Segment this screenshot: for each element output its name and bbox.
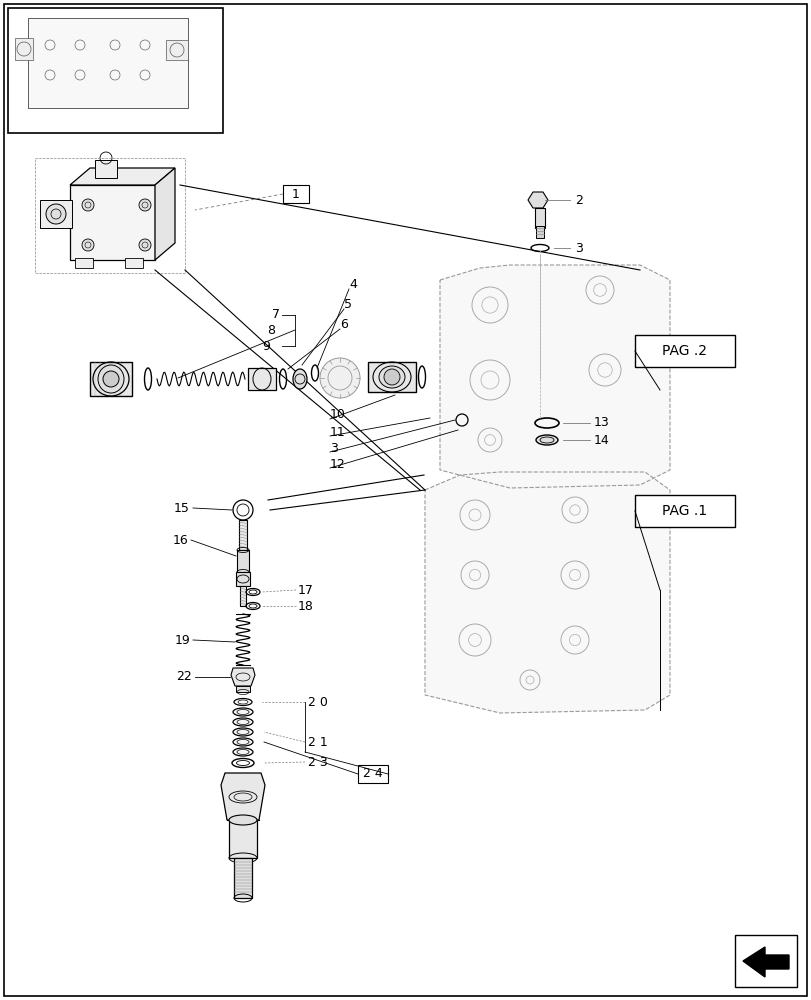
Bar <box>95 160 117 178</box>
Text: 9: 9 <box>262 340 270 353</box>
Circle shape <box>384 369 400 385</box>
Ellipse shape <box>233 748 253 756</box>
Circle shape <box>103 371 119 387</box>
Bar <box>734 935 796 987</box>
Circle shape <box>46 204 66 224</box>
Bar <box>634 495 734 527</box>
Text: 17: 17 <box>298 584 314 596</box>
Ellipse shape <box>535 435 557 445</box>
Circle shape <box>82 239 94 251</box>
Text: 4: 4 <box>349 278 357 292</box>
Bar <box>35 158 185 273</box>
Text: 15: 15 <box>174 502 190 514</box>
Text: 12: 12 <box>329 458 345 471</box>
Text: 7: 7 <box>272 308 280 322</box>
Bar <box>236 686 250 692</box>
Ellipse shape <box>229 815 257 825</box>
Bar <box>247 368 276 390</box>
Text: 2 1: 2 1 <box>307 736 328 748</box>
Bar <box>240 586 246 606</box>
Ellipse shape <box>98 365 124 393</box>
Bar <box>358 765 388 783</box>
Text: 2 3: 2 3 <box>307 756 328 768</box>
Text: 10: 10 <box>329 408 345 422</box>
Text: 11: 11 <box>329 426 345 438</box>
Polygon shape <box>155 168 175 260</box>
Bar <box>283 185 309 203</box>
Text: PAG .1: PAG .1 <box>662 504 706 518</box>
Ellipse shape <box>293 369 307 389</box>
Text: 2: 2 <box>574 194 582 207</box>
Bar <box>165 40 188 60</box>
Ellipse shape <box>233 718 253 726</box>
Polygon shape <box>230 668 255 686</box>
Text: 2 4: 2 4 <box>363 767 383 780</box>
Text: 1: 1 <box>292 188 299 200</box>
Text: 19: 19 <box>174 634 190 647</box>
Bar <box>70 185 155 260</box>
Bar <box>40 200 72 228</box>
Circle shape <box>139 199 151 211</box>
Circle shape <box>320 358 359 398</box>
Bar <box>75 258 93 268</box>
Ellipse shape <box>233 738 253 746</box>
Text: 14: 14 <box>594 434 609 446</box>
Polygon shape <box>221 773 264 820</box>
Text: 8: 8 <box>267 324 275 336</box>
Bar <box>535 226 543 238</box>
Polygon shape <box>424 472 669 713</box>
Bar <box>15 38 33 60</box>
Bar <box>28 18 188 108</box>
Ellipse shape <box>233 708 253 716</box>
Bar <box>238 520 247 550</box>
Bar <box>236 572 250 586</box>
Ellipse shape <box>233 728 253 736</box>
Text: PAG .2: PAG .2 <box>662 344 706 358</box>
Polygon shape <box>165 10 188 108</box>
Bar <box>534 208 544 228</box>
Bar <box>229 820 257 858</box>
Bar <box>634 335 734 367</box>
Text: 6: 6 <box>340 318 347 332</box>
Bar <box>8 8 223 133</box>
Bar <box>90 362 132 396</box>
Polygon shape <box>527 192 547 208</box>
Bar <box>367 362 415 392</box>
Circle shape <box>139 239 151 251</box>
Bar <box>125 258 143 268</box>
Bar <box>237 550 249 572</box>
Text: 3: 3 <box>329 442 337 454</box>
Bar <box>234 858 251 898</box>
Ellipse shape <box>379 366 405 388</box>
Text: 2 0: 2 0 <box>307 696 328 708</box>
Text: 3: 3 <box>574 241 582 254</box>
Text: 18: 18 <box>298 599 314 612</box>
Circle shape <box>82 199 94 211</box>
Polygon shape <box>70 168 175 185</box>
Polygon shape <box>28 10 188 18</box>
Polygon shape <box>440 265 669 488</box>
Text: 13: 13 <box>594 416 609 430</box>
Polygon shape <box>742 947 788 977</box>
Text: 16: 16 <box>172 534 188 546</box>
Text: 22: 22 <box>176 670 191 684</box>
Text: 5: 5 <box>344 298 351 312</box>
